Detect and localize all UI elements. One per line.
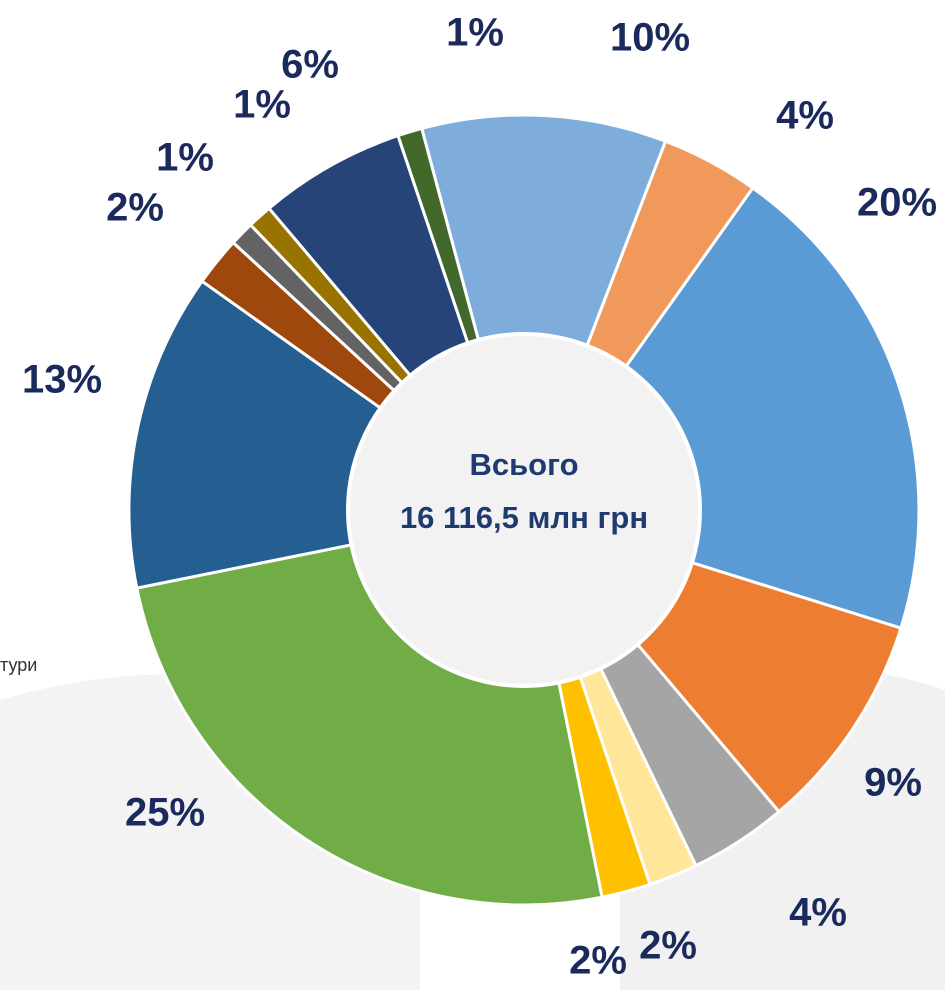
value-label: 2% <box>106 186 164 230</box>
value-label: 2% <box>639 924 697 968</box>
value-label: 6% <box>281 43 339 87</box>
value-label: 13% <box>22 358 102 402</box>
chart: Всього 16 116,5 млн грн тури 10% 4% 20% 9% 4… <box>0 0 945 990</box>
value-label: 4% <box>776 94 834 138</box>
value-label: 1% <box>156 136 214 180</box>
value-label: 1% <box>446 11 504 55</box>
value-label: 20% <box>857 181 937 225</box>
value-label: 1% <box>233 83 291 127</box>
value-label: 2% <box>569 939 627 983</box>
center-total: 16 116,5 млн грн <box>400 500 648 535</box>
value-label: 4% <box>789 891 847 935</box>
value-label: 9% <box>864 761 922 805</box>
value-label: 10% <box>610 16 690 60</box>
center-title: Всього <box>469 447 578 482</box>
value-label: 25% <box>125 791 205 835</box>
cropped-legend-text: тури <box>0 655 37 675</box>
